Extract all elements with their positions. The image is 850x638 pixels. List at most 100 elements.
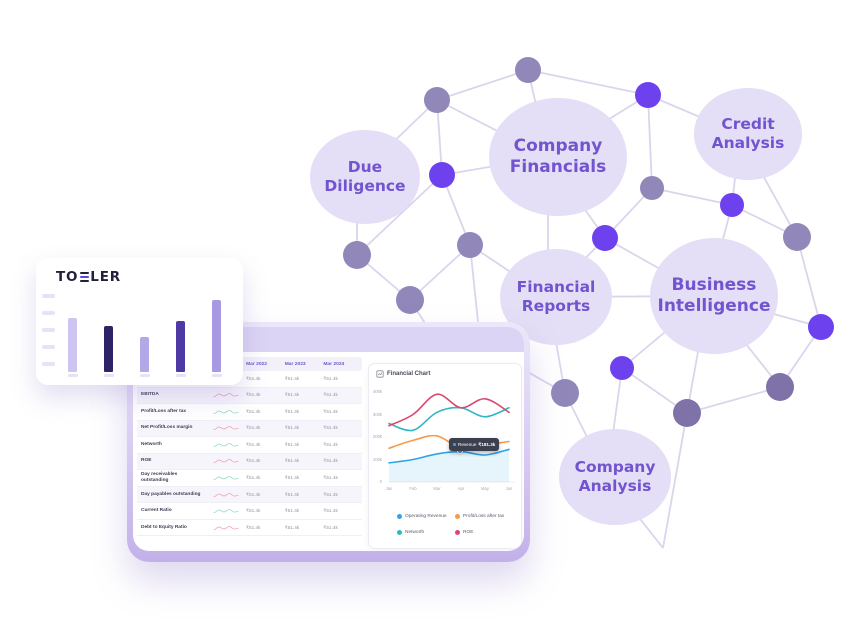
y-tick: 200k [372, 434, 382, 439]
legend-item: Profit/Loss after tax [455, 514, 504, 519]
header-col: Mar 2022 [246, 361, 267, 367]
sparkline [206, 491, 246, 499]
financial-chart-card: Financial Chart 400k 300k 200k 100k 0 Ja… [368, 363, 522, 549]
sparkline [206, 424, 246, 432]
x-tick: Mar [433, 486, 441, 491]
network-node [429, 162, 455, 188]
x-tick-ghost [67, 374, 78, 377]
cell-value: ₹51.4k [323, 474, 338, 480]
brand-card: TO LER [36, 258, 243, 385]
tooltip-series-dot [453, 443, 456, 446]
network-node [396, 286, 424, 314]
cell-value: ₹51.4k [246, 508, 261, 514]
axis-tick-ghost [42, 362, 55, 366]
row-label: EBITDA [141, 392, 159, 398]
network-node [783, 223, 811, 251]
network-node [457, 232, 483, 258]
legend-dot [455, 514, 460, 519]
bubble-due-diligence: Due Diligence [310, 130, 420, 224]
tofler-logo: TO LER [56, 269, 121, 285]
sparkline [206, 524, 246, 532]
table-row: Day receivables outstanding ₹51.4k ₹51.4… [137, 470, 362, 487]
x-tick: Jan [385, 486, 393, 491]
table-row: Current Ratio ₹51.4k ₹51.4k ₹51.4k [137, 503, 362, 520]
legend-item: Networth [397, 530, 424, 535]
network-node [592, 225, 618, 251]
cell-value: ₹51.4k [284, 392, 300, 398]
cell-value: ₹51.4k [323, 508, 338, 514]
series-line [388, 406, 510, 432]
table-row: Net Profit/Loss margin ₹51.4k ₹51.4k ₹51… [137, 420, 362, 437]
x-tick: May [481, 486, 489, 491]
tooltip-label: Revenue [458, 442, 477, 447]
y-tick: 0 [379, 479, 382, 484]
x-tick-ghost [175, 374, 186, 377]
chart-icon [376, 370, 384, 378]
row-label: Current Ratio [141, 508, 172, 514]
cell-value: ₹51.4k [284, 508, 300, 514]
bubble-company-financials: Company Financials [489, 98, 627, 216]
series-line [388, 448, 510, 464]
network-node [766, 373, 794, 401]
logo-suffix: LER [90, 269, 121, 285]
network-node [720, 193, 744, 217]
bubble-company-analysis: Company Analysis [559, 429, 671, 525]
network-node [551, 379, 579, 407]
legend-label: Operating Revenue [405, 514, 447, 519]
bar [104, 325, 113, 372]
legend-dot [397, 514, 402, 519]
financials-table: Mar 2022 Mar 2023 Mar 2024 Operating Rev… [137, 357, 362, 537]
network-node [610, 356, 634, 380]
row-label: Net Profit/Loss margin [141, 425, 193, 431]
cell-value: ₹51.4k [246, 441, 261, 447]
y-tick: 400k [372, 389, 382, 394]
table-row: EBITDA ₹51.4k ₹51.4k ₹51.4k [137, 387, 362, 404]
cell-value: ₹51.4k [284, 474, 300, 480]
cell-value: ₹51.4k [246, 491, 261, 497]
row-label: Networth [141, 441, 162, 447]
cell-value: ₹51.4k [284, 375, 300, 381]
cell-value: ₹51.4k [284, 425, 300, 431]
network-node [808, 314, 834, 340]
row-label: Day receivables outstanding [141, 472, 178, 483]
cell-value: ₹51.4k [246, 425, 261, 431]
table-row: Profit/Loss after tax ₹51.4k ₹51.4k ₹51.… [137, 404, 362, 421]
cell-value: ₹51.4k [323, 458, 338, 464]
bar [176, 320, 185, 372]
table-row: ROE ₹51.4k ₹51.4k ₹51.4k [137, 453, 362, 470]
bar [68, 318, 77, 372]
chart-tooltip: Revenue ₹181.3k [449, 438, 500, 451]
line-chart [388, 393, 515, 483]
legend-label: Networth [405, 530, 425, 535]
axis-tick-ghost [42, 328, 55, 332]
header-col: Mar 2024 [323, 361, 345, 367]
brand-bar-chart [60, 294, 230, 372]
legend-dot [455, 530, 460, 535]
table-row: Networth ₹51.4k ₹51.4k ₹51.4k [137, 437, 362, 454]
network-node [673, 399, 701, 427]
cell-value: ₹51.4k [323, 524, 338, 530]
logo-f-glyph [79, 271, 89, 283]
legend-dot [397, 530, 402, 535]
network-node [343, 241, 371, 269]
cell-value: ₹51.4k [284, 408, 300, 414]
x-tick-ghost [139, 374, 150, 377]
chart-title-text: Financial Chart [387, 371, 431, 377]
cell-value: ₹51.4k [246, 375, 261, 381]
row-label: ROE [141, 458, 152, 464]
x-tick-ghost [211, 374, 222, 377]
y-tick: 300k [372, 411, 382, 417]
bar [140, 336, 149, 372]
network-node [640, 176, 664, 200]
cell-value: ₹51.4k [246, 474, 261, 480]
legend-label: Profit/Loss after tax [463, 514, 505, 519]
cell-value: ₹51.4k [246, 408, 261, 414]
bubble-credit-analysis: Credit Analysis [694, 88, 802, 180]
x-tick-ghost [103, 374, 114, 377]
legend-item: Operating Revenue [397, 514, 447, 519]
axis-tick-ghost [42, 294, 55, 298]
network-nodes [343, 57, 834, 427]
network-node [424, 87, 450, 113]
series-line [388, 393, 510, 427]
